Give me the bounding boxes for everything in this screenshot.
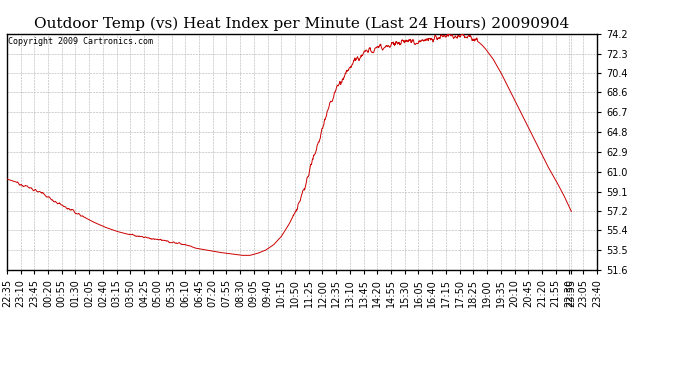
Text: Copyright 2009 Cartronics.com: Copyright 2009 Cartronics.com <box>8 37 153 46</box>
Title: Outdoor Temp (vs) Heat Index per Minute (Last 24 Hours) 20090904: Outdoor Temp (vs) Heat Index per Minute … <box>34 17 569 31</box>
